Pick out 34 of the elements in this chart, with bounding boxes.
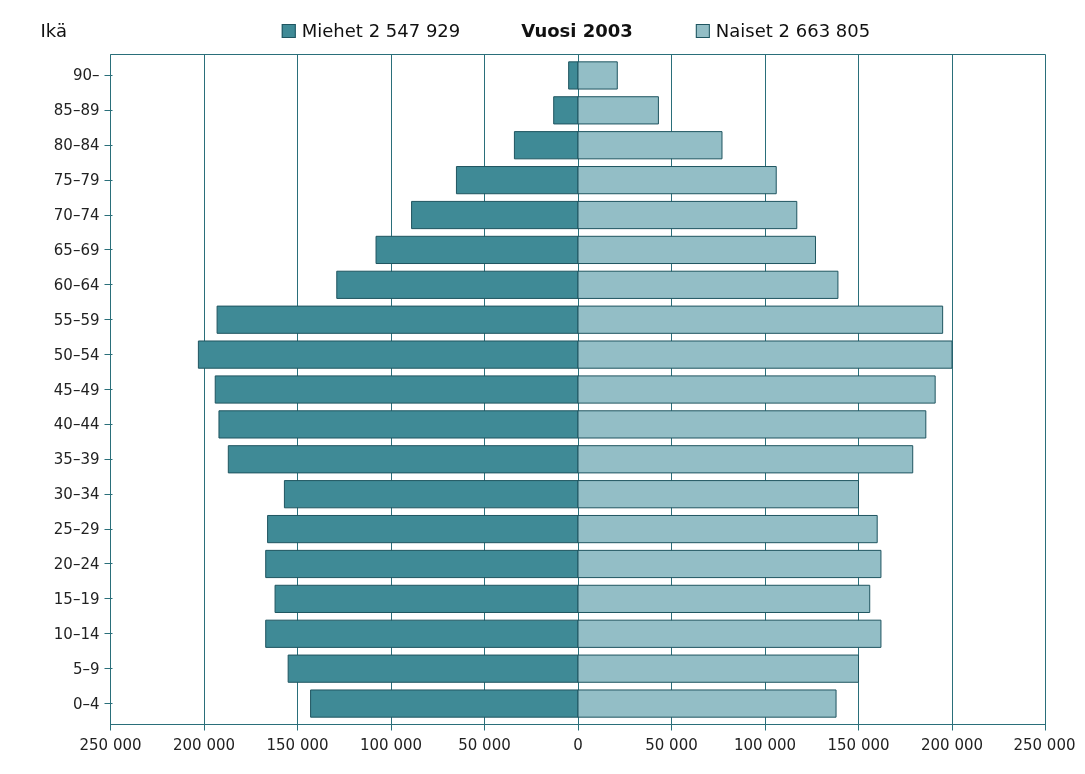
y-tick-label: 10–14 [53,624,100,643]
x-tick-label: 50 000 [645,735,698,754]
y-tick-label: 60–64 [53,275,100,294]
y-tick-label: 65–69 [53,240,100,259]
x-tick-label: 100 000 [359,735,423,754]
x-tick-label: 0 [573,735,583,754]
y-tick-label: 20–24 [53,554,100,573]
y-tick-label: 35–39 [53,450,100,469]
y-tick-label: 45–49 [53,380,100,399]
x-tick-label: 250 000 [1013,735,1076,754]
y-tick-label: 15–19 [53,589,100,608]
x-tick-label: 200 000 [920,735,984,754]
y-axis-title: Ikä [40,19,67,43]
y-tick-label: 50–54 [53,345,100,364]
y-tick-label: 75–79 [53,171,100,190]
y-tick-label: 25–29 [53,520,100,539]
x-tick-label: 50 000 [458,735,511,754]
y-tick-label: 40–44 [53,415,100,434]
y-tick-label: 80–84 [53,136,100,155]
y-tick-label: 0–4 [72,694,100,713]
y-tick-label: 55–59 [53,310,100,329]
x-tick-label: 150 000 [827,735,890,754]
y-tick-label: 85–89 [53,101,100,120]
y-tick-label: 70–74 [53,206,100,225]
x-tick-label: 250 000 [79,735,142,754]
legend-label: Miehet 2 547 929 [300,19,461,43]
legend-label: Naiset 2 663 805 [714,19,871,43]
y-tick-label: 30–34 [53,485,100,504]
y-tick-label: 5–9 [72,659,100,678]
x-tick-label: 150 000 [266,735,329,754]
chart-title: Vuosi 2003 [521,19,633,43]
y-tick-label: 90– [72,66,100,85]
x-tick-label: 200 000 [172,735,236,754]
x-tick-label: 100 000 [733,735,797,754]
